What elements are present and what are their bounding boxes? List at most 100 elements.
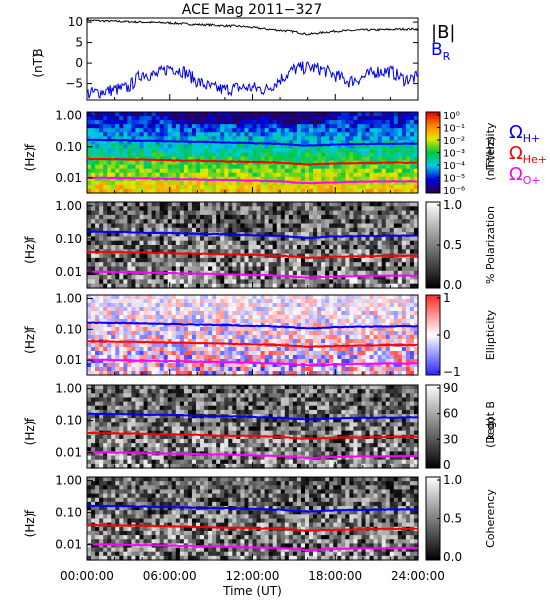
y-tick-label: 0.10 [55, 140, 82, 154]
panel-ellipticity: 1.00 0.10 0.01 f(Hz) 1 0 −1 Ellipticity [23, 291, 497, 379]
x-tick-label: 24:00:00 [391, 569, 445, 583]
x-axis-label: Time (UT) [222, 584, 282, 598]
colorbar-tick-label: 10⁰ [443, 111, 460, 122]
colorbar-label-line: (Deg) [484, 417, 497, 448]
legend-b-radial: BR [431, 40, 451, 63]
gyro-line-2 [87, 358, 419, 367]
heatmap-cells [87, 295, 419, 376]
colorbar-label-line: Ellipticity [484, 309, 497, 360]
colorbar-label: % Polarization [484, 206, 497, 284]
y-axis-label-line: (Hz) [23, 239, 37, 264]
heatmap-cells [87, 477, 419, 561]
gyro-line-0 [86, 138, 419, 147]
gyro-line-0 [86, 504, 419, 513]
x-tick-label: 06:00:00 [143, 569, 197, 583]
y-axis-label: f(Hz) [23, 326, 37, 354]
x-tick-label: 18:00:00 [308, 569, 362, 583]
figure-title: ACE Mag 2011−327 [182, 2, 322, 18]
legend-gyro-1: ΩHe+ [509, 143, 547, 166]
y-tick-label: 1.00 [55, 474, 82, 488]
y-axis-label-line: f [23, 417, 37, 422]
legend-gyro-0: ΩH+ [509, 122, 540, 145]
y-tick-label: 5 [75, 36, 83, 50]
colorbar-tick-label: 0 [443, 458, 451, 472]
gyro-line-2 [86, 176, 419, 185]
colorbar-label-line: % Polarization [484, 206, 497, 284]
panel-k-dot-b: 1.00 0.10 0.01 f(Hz) 90 60 30 0 k dot B(Deg) [23, 381, 497, 472]
x-tick-label: 12:00:00 [226, 569, 280, 583]
panel-polarization: 1.00 0.10 0.01 f(Hz) 1.0 0.5 0.0 % Polarization [23, 198, 497, 292]
gyro-line-0 [86, 412, 419, 421]
gyro-line-1 [86, 340, 419, 348]
y-tick-label: 0.10 [55, 506, 82, 520]
gyro-line-1 [86, 157, 419, 166]
y-tick-label: 0.10 [55, 414, 82, 428]
gyro-line-0 [86, 321, 419, 330]
colorbar-tick-label: 10⁻⁵ [443, 174, 465, 185]
colorbar-tick-label: 90 [443, 381, 458, 395]
y-tick-label: 0.10 [55, 322, 82, 336]
gyro-line-1 [86, 523, 419, 532]
colorbar-tick-label: 10⁻³ [443, 149, 465, 160]
panel-coherency: 1.00 0.10 0.01 f(Hz) 1.0 0.5 0.0 Coherency [23, 473, 497, 564]
y-tick-label: 0.01 [55, 446, 82, 460]
y-axis-label-line: (Hz) [23, 513, 37, 538]
series-line-1 [86, 61, 419, 99]
colorbar-tick-label: 0.0 [443, 278, 462, 292]
y-axis-label-line: f [23, 326, 37, 331]
y-axis-label-line: (nT) [31, 53, 45, 77]
colorbar-tick-label: 10⁻⁴ [443, 161, 465, 172]
y-tick-label: −5 [65, 77, 83, 91]
y-axis-label-line: (Hz) [23, 147, 37, 172]
colorbar-tick-label: 1.0 [443, 198, 462, 212]
colorbar-tick-label: 10⁻⁶ [443, 186, 465, 197]
colorbar-label-line: k dot B [484, 401, 497, 440]
colorbar-tick-label: 0.5 [443, 238, 462, 252]
panel-b-field: 10 5 0 −5 B(nT) |B|BR [31, 15, 455, 101]
colorbar-label-line: (nT²/Hz) [484, 136, 497, 180]
x-tick-label: 00:00:00 [60, 569, 114, 583]
y-axis-label-line: (Hz) [23, 421, 37, 446]
y-tick-label: 0 [75, 56, 83, 70]
y-axis-label-line: f [23, 509, 37, 514]
colorbar-tick-label: 30 [443, 432, 458, 446]
colorbar-tick-label: 1.0 [443, 473, 462, 487]
y-axis-label-line: B [31, 48, 45, 56]
y-tick-label: 0.10 [55, 232, 82, 246]
legend-gyro-2: ΩO+ [509, 164, 541, 187]
y-tick-label: 0.01 [55, 265, 82, 279]
heatmap-cells [87, 202, 419, 289]
colorbar-tick-label: 0.5 [443, 512, 462, 526]
y-tick-label: 1.00 [55, 382, 82, 396]
y-axis-label: f(Hz) [23, 417, 37, 445]
y-axis-label-line: (Hz) [23, 329, 37, 354]
heatmap-cells [87, 112, 419, 194]
colorbar-tick-label: 10⁻² [443, 136, 465, 147]
colorbar-label: Intensity(nT²/Hz) [484, 122, 497, 181]
y-axis-label: f(Hz) [23, 509, 37, 537]
colorbar-tick-label: −1 [443, 365, 461, 379]
panel-power-spectrum: 1.00 0.10 0.01 f(Hz) 10⁰ 10⁻¹10⁻² 10⁻³10⁻⁴ 10⁻⁵… [23, 109, 497, 197]
y-tick-label: 0.01 [55, 538, 82, 552]
y-tick-label: 1.00 [55, 292, 82, 306]
gyro-line-2 [86, 542, 419, 552]
series-line-0 [86, 18, 419, 36]
colorbar-label: Ellipticity [484, 309, 497, 360]
y-axis-label: B(nT) [31, 48, 45, 77]
colorbar-tick-label: 60 [443, 407, 458, 421]
colorbar-tick-label: 1 [443, 291, 451, 305]
colorbar-tick-label: 0 [443, 328, 451, 342]
y-axis-label: f(Hz) [23, 236, 37, 264]
colorbar-label: k dot B(Deg) [484, 401, 497, 448]
y-tick-label: 1.00 [55, 109, 82, 123]
y-tick-label: 0.01 [55, 353, 82, 367]
gyro-line-2 [87, 451, 419, 460]
colorbar-label-line: Coherency [484, 489, 497, 548]
y-tick-label: 0.01 [55, 171, 82, 185]
colorbar-tick-label: 0.0 [443, 550, 462, 564]
colorbar-label-line: Intensity [484, 122, 497, 170]
colorbar [425, 384, 441, 469]
colorbar-tick-label: 10⁻¹ [443, 124, 465, 135]
y-axis-label-line: f [23, 143, 37, 148]
